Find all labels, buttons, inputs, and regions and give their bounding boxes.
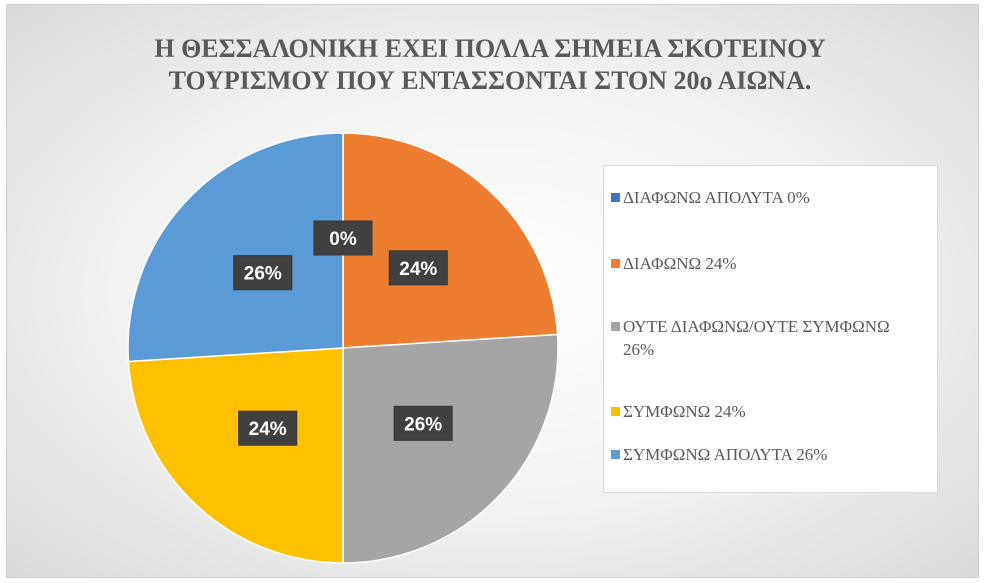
legend-label: ΔΙΑΦΩΝΩ ΑΠΟΛΥΤΑ 0%: [623, 188, 810, 207]
legend-item: ΔΙΑΦΩΝΩ 24%: [611, 252, 911, 275]
legend-item: ΣΥΜΦΩΝΩ 24%: [611, 400, 911, 423]
legend-swatch: [611, 322, 620, 331]
legend-item: ΟΥΤΕ ΔΙΑΦΩΝΩ/ΟΥΤΕ ΣΥΜΦΩΝΩ 26%: [611, 315, 911, 361]
legend-swatch: [611, 450, 620, 459]
legend-swatch: [611, 407, 620, 416]
legend-label: ΟΥΤΕ ΔΙΑΦΩΝΩ/ΟΥΤΕ ΣΥΜΦΩΝΩ 26%: [623, 317, 890, 359]
legend-item: ΣΥΜΦΩΝΩ ΑΠΟΛΥΤΑ 26%: [611, 443, 911, 466]
data-label-box: [238, 410, 298, 446]
data-label-box: [313, 220, 373, 256]
legend-item: ΔΙΑΦΩΝΩ ΑΠΟΛΥΤΑ 0%: [611, 186, 911, 209]
pie-slice: [127, 347, 344, 564]
data-label-box: [393, 405, 453, 441]
data-label-box: [233, 255, 293, 291]
legend-label: ΔΙΑΦΩΝΩ 24%: [623, 254, 737, 273]
legend-swatch: [611, 193, 620, 202]
data-label: 26%: [244, 264, 282, 285]
chart-title: Η ΘΕΣΣΑΛΟΝΙΚΗ ΕΧΕΙ ΠΟΛΛΑ ΣΗΜΕΙΑ ΣΚΟΤΕΙΝΟ…: [154, 34, 826, 95]
legend-label: ΣΥΜΦΩΝΩ ΑΠΟΛΥΤΑ 26%: [623, 445, 828, 464]
data-label-box: [388, 250, 448, 286]
data-label: 24%: [249, 419, 287, 440]
pie-slice: [342, 333, 559, 564]
legend-swatch: [611, 259, 620, 268]
pie-slice: [127, 132, 344, 363]
data-label: 26%: [404, 414, 442, 435]
data-label: 24%: [399, 259, 437, 280]
data-label: 0%: [329, 229, 357, 250]
legend: ΔΙΑΦΩΝΩ ΑΠΟΛΥΤΑ 0% ΔΙΑΦΩΝΩ 24% ΟΥΤΕ ΔΙΑΦΩΝ…: [603, 165, 938, 493]
legend-label: ΣΥΜΦΩΝΩ 24%: [623, 402, 746, 421]
pie-slice: [342, 132, 559, 349]
